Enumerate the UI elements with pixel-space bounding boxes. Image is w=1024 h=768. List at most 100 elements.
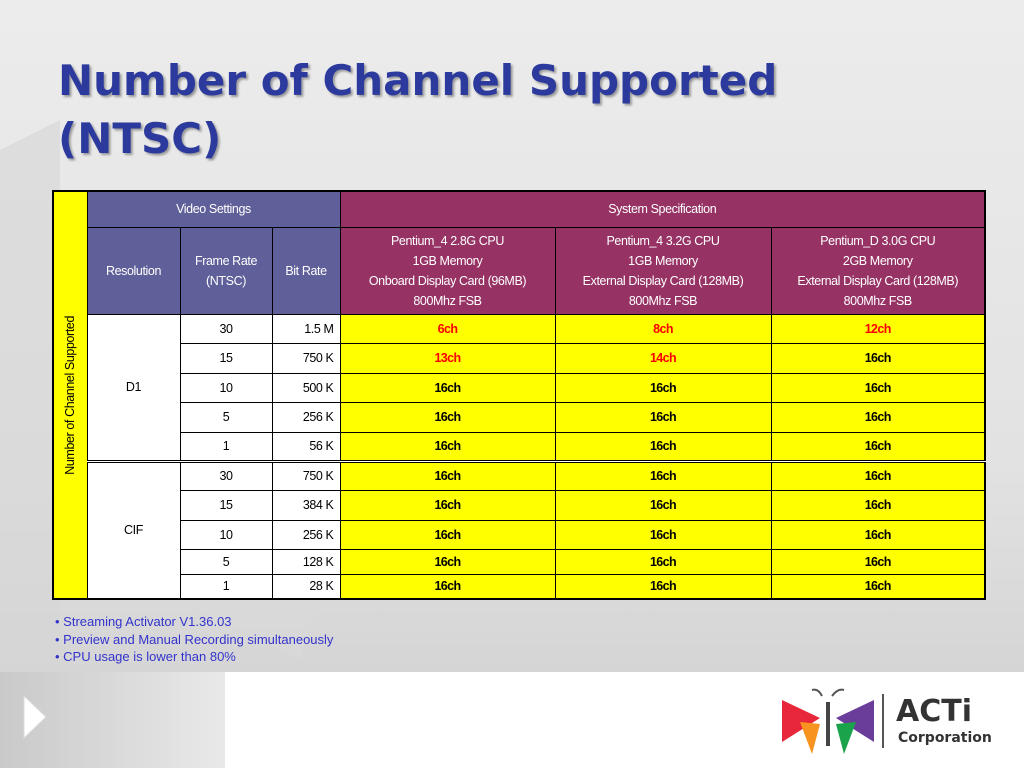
bit-rate-cell: 256 K xyxy=(271,401,341,433)
channel-count-cell: 16ch xyxy=(770,342,986,374)
spec-header-3: Pentium_D 3.0G CPU 2GB Memory External D… xyxy=(770,226,986,315)
channel-count-cell: 16ch xyxy=(770,519,986,550)
bit-rate-header: Bit Rate xyxy=(271,226,341,315)
channel-count-cell: 16ch xyxy=(339,573,556,600)
note-item: • Streaming Activator V1.36.03 xyxy=(55,614,232,629)
frame-rate-cell: 15 xyxy=(179,489,273,521)
channel-count-cell: 16ch xyxy=(339,489,556,521)
spec-2-display: External Display Card (128MB) xyxy=(582,273,744,288)
channel-count-cell: 12ch xyxy=(770,313,986,344)
spec-3-display: External Display Card (128MB) xyxy=(797,273,959,288)
table-row: 5 128 K 16ch 16ch 16ch xyxy=(53,548,986,575)
table-row: 1 56 K 16ch 16ch 16ch xyxy=(53,431,986,462)
channel-count-cell: 16ch xyxy=(770,431,986,462)
logo-subtitle: Corporation xyxy=(898,730,992,746)
frame-rate-cell: 1 xyxy=(179,573,273,600)
channel-count-cell: 16ch xyxy=(770,573,986,600)
bit-rate-cell: 750 K xyxy=(271,459,341,491)
channel-count-cell: 16ch xyxy=(770,372,986,403)
frame-rate-cell: 10 xyxy=(179,519,273,550)
table-row: 10 256 K 16ch 16ch 16ch xyxy=(53,519,986,550)
bit-rate-cell: 128 K xyxy=(271,548,341,575)
bit-rate-cell: 1.5 M xyxy=(271,313,341,344)
channel-count-cell: 16ch xyxy=(339,401,556,433)
video-settings-header: Video Settings xyxy=(86,190,341,228)
spec-3-memory: 2GB Memory xyxy=(842,253,913,268)
channel-count-cell: 16ch xyxy=(554,372,772,403)
bit-rate-cell: 384 K xyxy=(271,489,341,521)
side-label-cell: Number of Channel Supported xyxy=(52,190,88,600)
note-item: • Preview and Manual Recording simultane… xyxy=(55,631,334,647)
frame-rate-cell: 30 xyxy=(179,459,273,491)
logo-name: ACTi xyxy=(896,694,972,729)
channel-count-cell: 16ch xyxy=(770,548,986,575)
channel-count-cell: 16ch xyxy=(554,489,772,521)
company-logo: ACTi Corporation xyxy=(778,688,1003,758)
channel-count-cell: 16ch xyxy=(339,372,556,403)
channel-count-cell: 8ch xyxy=(554,313,772,344)
spec-3-fsb: 800Mhz FSB xyxy=(843,293,913,308)
spec-1-memory: 1GB Memory xyxy=(412,253,483,268)
bit-rate-cell: 28 K xyxy=(271,573,341,600)
table-row: 15 750 K 13ch 14ch 16ch xyxy=(53,342,986,374)
next-slide-icon[interactable] xyxy=(22,694,48,740)
spec-1-fsb: 800Mhz FSB xyxy=(413,293,482,308)
channel-support-table-wrapper: Number of Channel Supported Video Settin… xyxy=(52,190,986,600)
spec-2-fsb: 800Mhz FSB xyxy=(628,293,698,308)
channel-count-cell: 16ch xyxy=(770,401,986,433)
title-line-1: Number of Channel Supported xyxy=(58,56,778,105)
channel-count-cell: 16ch xyxy=(339,519,556,550)
spec-header-2: Pentium_4 3.2G CPU 1GB Memory External D… xyxy=(554,226,772,315)
bit-rate-cell: 500 K xyxy=(271,372,341,403)
spec-1-cpu: Pentium_4 2.8G CPU xyxy=(391,233,504,248)
page-title: Number of Channel Supported (NTSC) xyxy=(58,52,858,168)
title-line-2: (NTSC) xyxy=(58,114,222,163)
frame-rate-cell: 15 xyxy=(179,342,273,374)
channel-count-cell: 16ch xyxy=(339,459,556,491)
spec-2-cpu: Pentium_4 3.2G CPU xyxy=(606,233,720,248)
channel-count-cell: 16ch xyxy=(770,459,986,491)
note-item: • CPU usage is lower than 80% xyxy=(55,649,236,664)
channel-count-cell: 6ch xyxy=(339,313,556,344)
table-row: 5 256 K 16ch 16ch 16ch xyxy=(53,401,986,433)
frame-rate-cell: 1 xyxy=(179,431,273,462)
butterfly-logo-icon xyxy=(782,688,874,754)
channel-count-cell: 16ch xyxy=(554,548,772,575)
channel-count-cell: 16ch xyxy=(554,401,772,433)
frame-rate-cell: 5 xyxy=(179,401,273,433)
channel-support-table: Number of Channel Supported Video Settin… xyxy=(52,190,986,600)
table-row: 1 28 K 16ch 16ch 16ch xyxy=(53,573,986,600)
channel-count-cell: 16ch xyxy=(554,573,772,600)
frame-rate-header: Frame Rate (NTSC) xyxy=(179,226,273,315)
system-spec-header: System Specification xyxy=(339,190,986,228)
bit-rate-cell: 56 K xyxy=(271,431,341,462)
table-row: 10 500 K 16ch 16ch 16ch xyxy=(53,372,986,403)
frame-rate-cell: 5 xyxy=(179,548,273,575)
channel-count-cell: 16ch xyxy=(554,519,772,550)
table-row: CIF 30 750 K 16ch 16ch 16ch xyxy=(53,459,986,600)
frame-rate-cell: 30 xyxy=(179,313,273,344)
logo-separator xyxy=(882,694,884,748)
channel-count-cell: 16ch xyxy=(339,431,556,462)
channel-count-cell: 16ch xyxy=(770,489,986,521)
resolution-cell: CIF xyxy=(86,459,181,600)
channel-count-cell: 16ch xyxy=(554,431,772,462)
channel-count-cell: 16ch xyxy=(554,459,772,491)
side-label: Number of Channel Supported xyxy=(63,315,78,475)
channel-count-cell: 16ch xyxy=(339,548,556,575)
channel-count-cell: 13ch xyxy=(339,342,556,374)
table-row: D1 30 1.5 M 6ch 8ch 12ch xyxy=(53,313,986,462)
frame-rate-cell: 10 xyxy=(179,372,273,403)
resolution-header: Resolution xyxy=(86,226,181,315)
table-row: 15 384 K 16ch 16ch 16ch xyxy=(53,489,986,521)
frame-rate-header-line2: (NTSC) xyxy=(206,273,246,288)
resolution-cell: D1 xyxy=(86,313,181,462)
channel-count-cell: 14ch xyxy=(554,342,772,374)
frame-rate-header-line1: Frame Rate xyxy=(195,253,257,268)
spec-1-display: Onboard Display Card (96MB) xyxy=(368,273,527,288)
bit-rate-cell: 750 K xyxy=(271,342,341,374)
spec-2-memory: 1GB Memory xyxy=(628,253,698,268)
bit-rate-cell: 256 K xyxy=(271,519,341,550)
spec-3-cpu: Pentium_D 3.0G CPU xyxy=(820,233,936,248)
notes-list: • Streaming Activator V1.36.03 • Preview… xyxy=(55,613,333,666)
